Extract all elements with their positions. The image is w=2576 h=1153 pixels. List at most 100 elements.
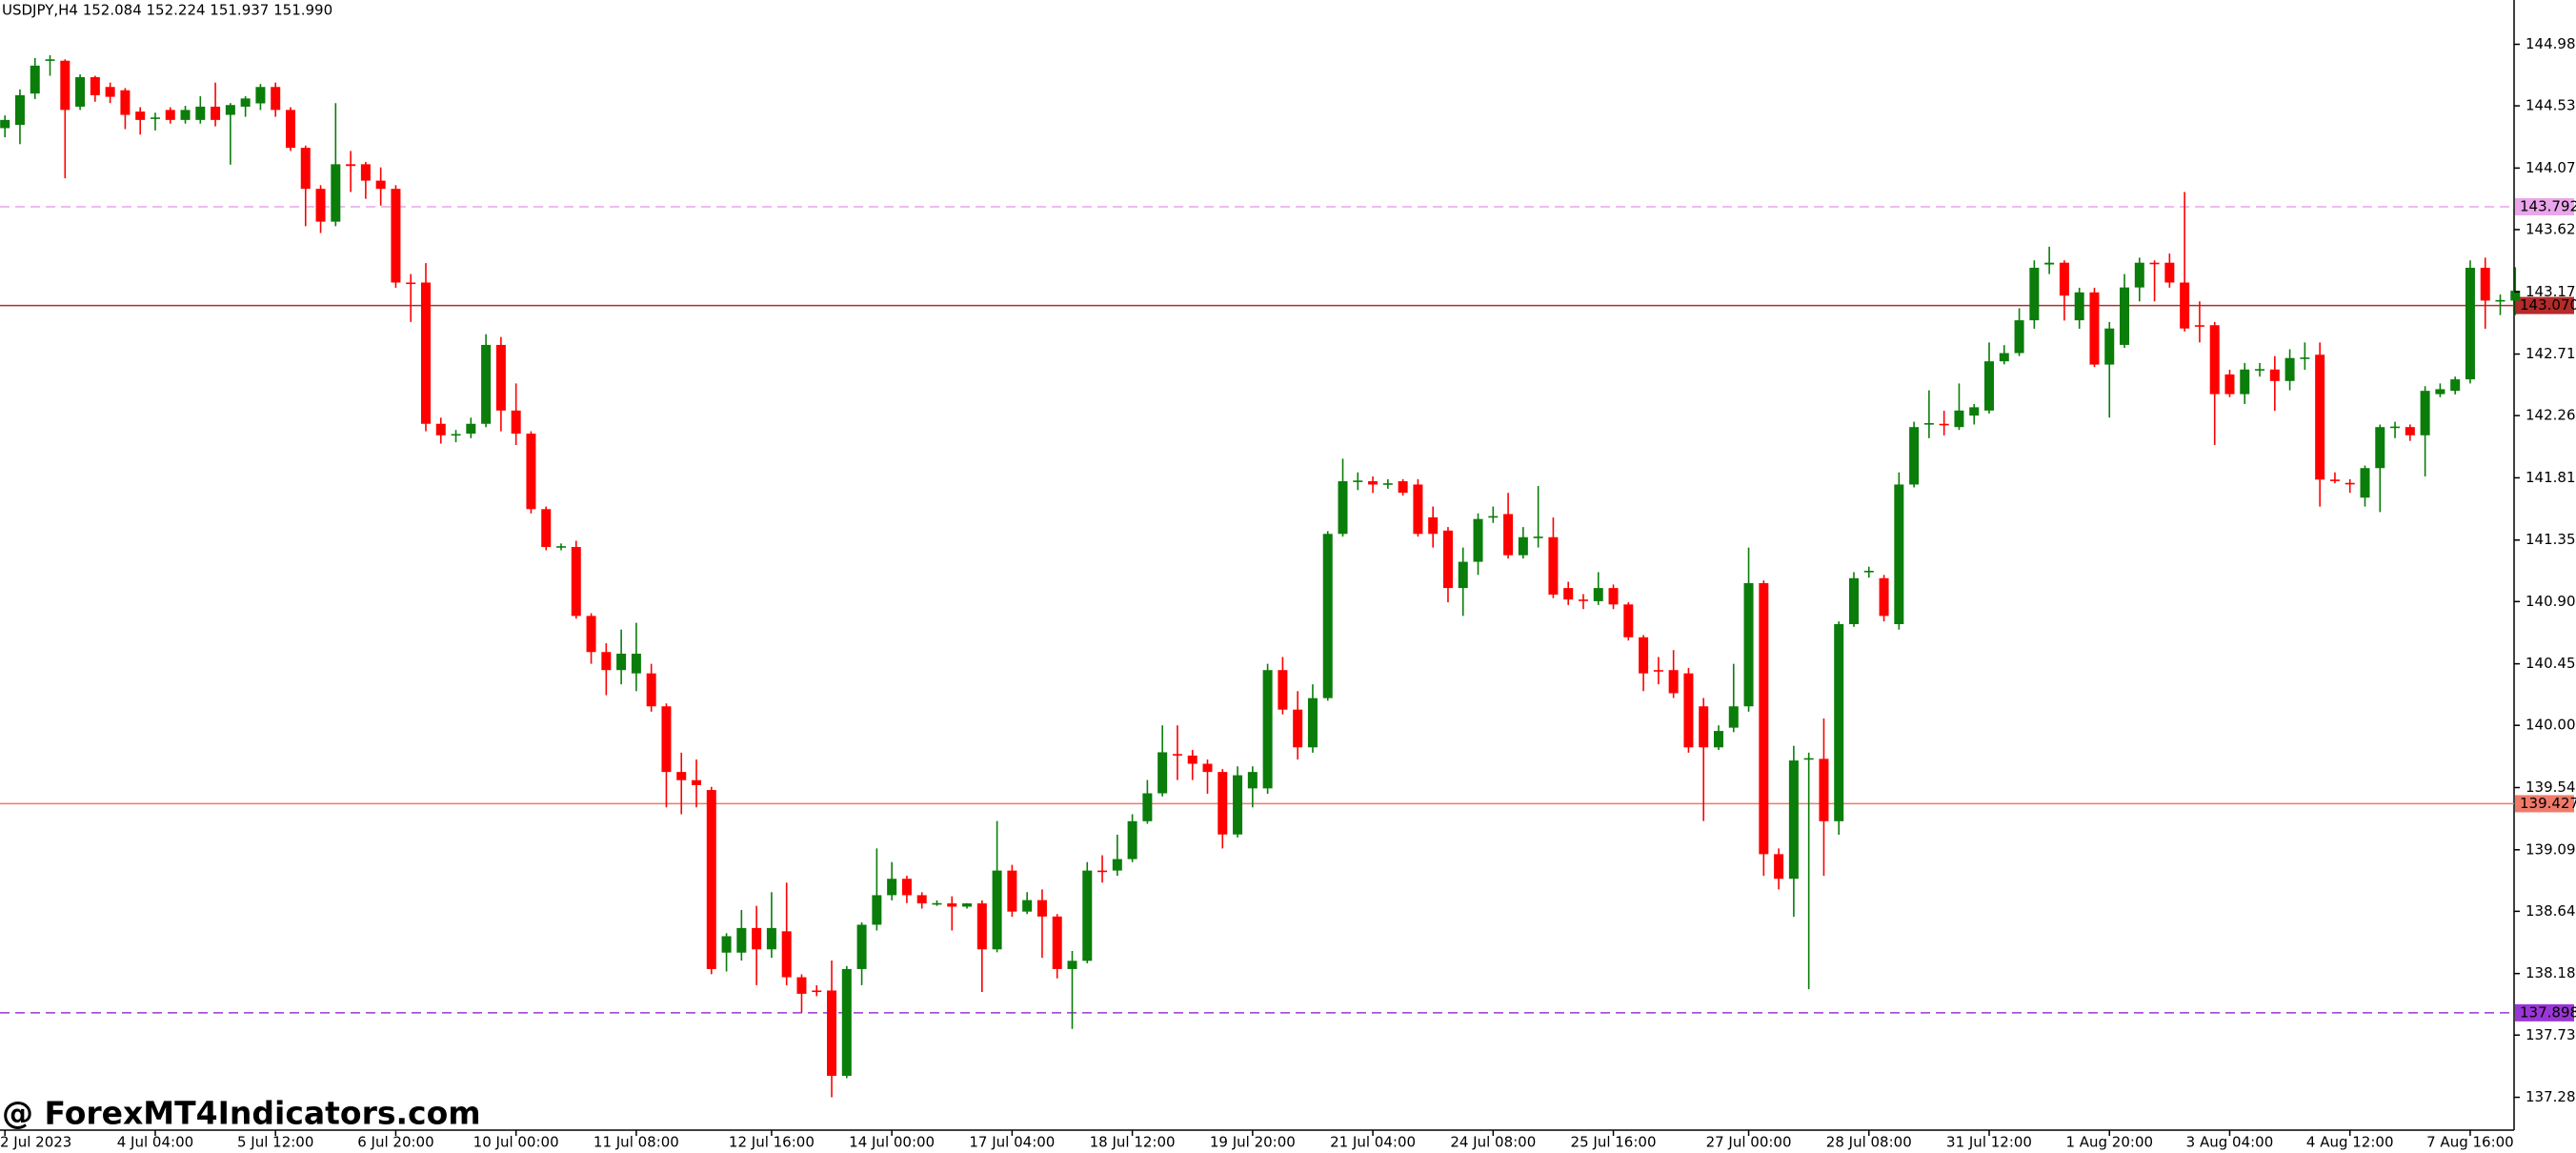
candle-body	[2284, 357, 2295, 381]
candle-body	[225, 105, 235, 115]
candle-body	[2224, 374, 2235, 394]
candle-body	[1428, 516, 1439, 535]
candles	[0, 54, 2521, 1098]
candle-body	[2120, 287, 2130, 345]
candle-body	[435, 423, 446, 435]
candle-body	[661, 706, 672, 773]
level-label: 137.898	[2520, 1003, 2576, 1021]
axes: 144.980 144.530 144.075 143.625 143.170 142.7…	[0, 35, 2576, 1151]
candle-body	[1022, 900, 1033, 912]
candle-body	[1984, 361, 1995, 411]
candle-body	[1623, 604, 1634, 637]
candle-body	[2465, 268, 2475, 380]
candle-body	[30, 65, 40, 94]
candle-body	[211, 106, 221, 120]
candle-body	[1774, 854, 1784, 880]
candle-body	[2104, 328, 2115, 365]
candle-body	[1127, 820, 1137, 860]
candle-body	[1563, 588, 1574, 600]
candle-body	[511, 410, 521, 435]
level-label: 139.427	[2520, 795, 2576, 812]
y-tick-label: 142.265	[2526, 407, 2576, 424]
x-tick-label: 17 Jul 04:00	[969, 1134, 1055, 1151]
candle-body	[781, 931, 792, 978]
x-tick-label: 19 Jul 20:00	[1210, 1134, 1296, 1151]
level-label-box	[2515, 795, 2574, 813]
candle-body	[601, 652, 612, 671]
candle-body	[2360, 468, 2370, 498]
candle-body	[887, 879, 897, 896]
y-tick-label: 140.905	[2526, 593, 2576, 610]
candle-body	[1293, 709, 1303, 748]
level-label-box	[2515, 197, 2574, 215]
candle-body	[2510, 291, 2521, 301]
x-tick-label: 25 Jul 16:00	[1571, 1134, 1657, 1151]
candle-body	[856, 924, 867, 969]
candle-body	[1954, 410, 1964, 428]
candle-body	[1097, 870, 1108, 873]
candle-body	[1233, 775, 1243, 835]
candle-body	[2450, 379, 2461, 392]
candle-body	[1923, 423, 1934, 425]
y-tick-label: 144.530	[2526, 97, 2576, 114]
watermark: @ ForexMT4Indicators.com	[2, 1095, 481, 1132]
candle-body	[1307, 698, 1318, 748]
candle-body	[1473, 518, 1483, 562]
candle-body	[2180, 282, 2190, 329]
candle-body	[962, 903, 973, 907]
y-tick-label: 137.735	[2526, 1026, 2576, 1043]
y-tick-label: 139.545	[2526, 779, 2576, 796]
candle-body	[451, 434, 461, 436]
candle-body	[736, 927, 747, 953]
candle-body	[586, 616, 596, 653]
y-tick-label: 139.090	[2526, 840, 2576, 858]
level-label: 143.070	[2520, 296, 2576, 314]
x-tick-label: 28 Jul 08:00	[1826, 1134, 1912, 1151]
candle-body	[2014, 320, 2024, 354]
candle-body	[1863, 571, 1874, 573]
candle-body	[1803, 758, 1814, 760]
candle-body	[285, 110, 295, 149]
candle-body	[135, 111, 146, 120]
candle-body	[555, 546, 566, 548]
candle-body	[2240, 369, 2250, 394]
candle-body	[1082, 870, 1093, 961]
candle-body	[1639, 637, 1649, 674]
candle-body	[1788, 760, 1799, 880]
candle-body	[481, 344, 492, 424]
candle-body	[360, 164, 371, 181]
candle-body	[1157, 752, 1168, 794]
x-tick-label: 4 Jul 04:00	[117, 1134, 193, 1151]
candle-body	[271, 87, 281, 111]
y-tick-label: 140.450	[2526, 655, 2576, 672]
candle-body	[1879, 577, 1889, 617]
candle-body	[646, 673, 656, 707]
candle-body	[1759, 582, 1769, 855]
candle-body	[1052, 916, 1062, 969]
candle-body	[300, 148, 311, 190]
candle-body	[766, 927, 776, 950]
candle-body	[2059, 262, 2069, 296]
y-tick-label: 143.625	[2526, 220, 2576, 237]
candle-body	[2315, 354, 2325, 480]
candle-body	[796, 977, 807, 994]
y-tick-label: 144.075	[2526, 159, 2576, 176]
candle-body	[1007, 870, 1017, 912]
candle-body	[2375, 427, 2385, 469]
candle-body	[2089, 292, 2100, 365]
y-tick-label: 140.000	[2526, 717, 2576, 734]
candle-body	[526, 434, 536, 510]
y-tick-label: 144.980	[2526, 35, 2576, 52]
candle-body	[1834, 623, 1844, 821]
candle-body	[1218, 772, 1228, 835]
candle-body	[1728, 706, 1739, 728]
candle-body	[1338, 481, 1348, 535]
candle-body	[420, 282, 431, 424]
candle-body	[541, 509, 552, 548]
candle-body	[872, 895, 882, 925]
y-tick-label: 137.280	[2526, 1088, 2576, 1105]
x-tick-label: 10 Jul 00:00	[473, 1134, 559, 1151]
candle-body	[60, 60, 70, 111]
candle-body	[2044, 262, 2055, 265]
